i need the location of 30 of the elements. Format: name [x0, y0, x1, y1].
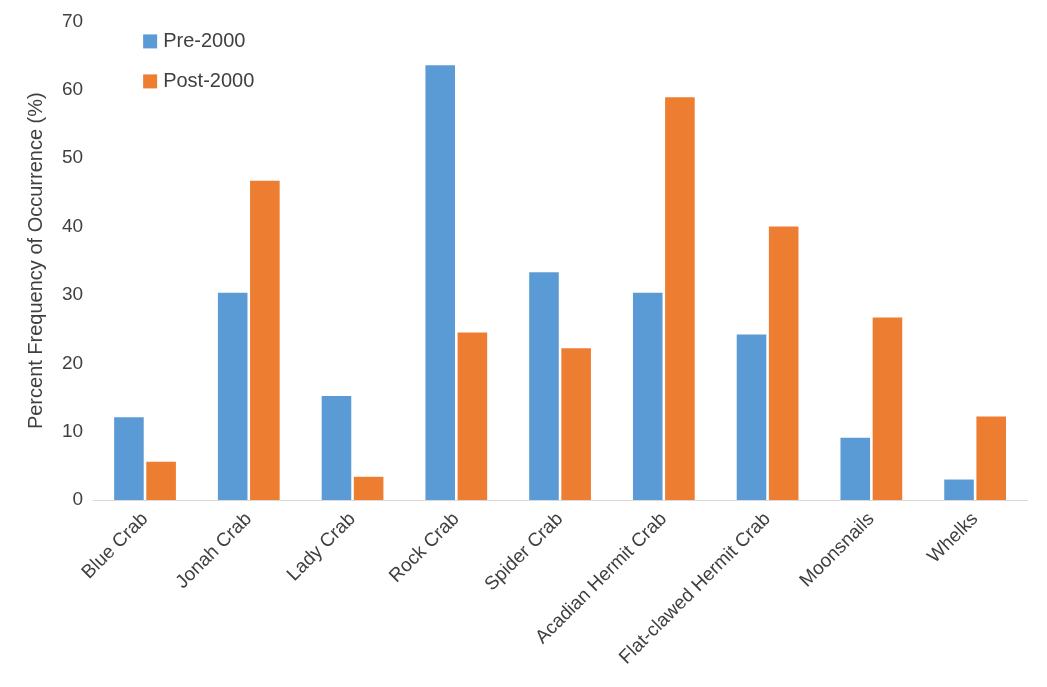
bar: [250, 180, 280, 501]
bar: [114, 417, 144, 501]
y-tick-label: 0: [72, 488, 84, 510]
y-tick-label: 20: [61, 351, 84, 373]
bar: [146, 461, 176, 501]
bar: [872, 317, 903, 501]
bar: [768, 226, 799, 501]
bar: [840, 437, 871, 501]
y-tick-label: 70: [61, 9, 84, 31]
y-tick-label: 60: [61, 78, 84, 100]
bar: [353, 476, 384, 501]
bar: [976, 416, 1006, 501]
x-tick-label: Blue Crab: [76, 507, 152, 583]
y-axis-title: Percent Frequency of Occurrence (%): [23, 92, 46, 430]
bar: [217, 292, 248, 501]
bar: [321, 396, 352, 501]
bar: [736, 334, 767, 501]
y-tick-label: 40: [61, 214, 84, 236]
bar: [665, 97, 695, 501]
bar: [632, 292, 663, 501]
legend-label: Pre-2000: [163, 28, 246, 51]
bar: [944, 479, 974, 501]
y-tick-label: 30: [61, 283, 84, 305]
y-tick-label: 50: [61, 146, 84, 168]
y-tick-label: 10: [61, 419, 84, 441]
legend-label: Post-2000: [163, 68, 255, 91]
bar: [457, 332, 488, 501]
bar: [561, 348, 591, 501]
bar: [425, 65, 456, 501]
bar: [529, 272, 559, 501]
